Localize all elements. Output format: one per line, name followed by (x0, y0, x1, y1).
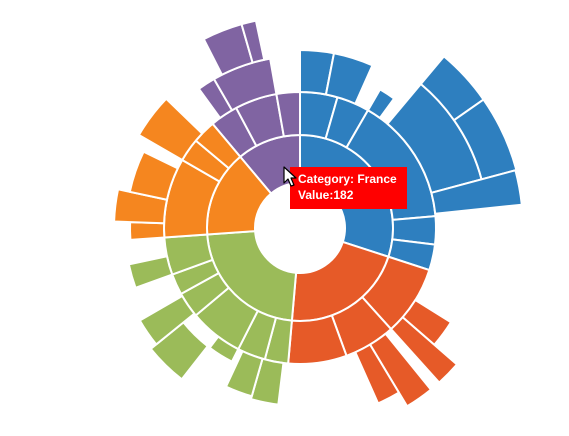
sunburst-segment-green-ring3-41[interactable] (225, 350, 264, 398)
sunburst-segments (113, 19, 523, 408)
sunburst-segment-orange-ring3-46[interactable] (129, 221, 166, 241)
sunburst-segment-blue-ring3-35[interactable] (430, 169, 523, 215)
sunburst-segment-purple-ring3-28[interactable] (240, 19, 266, 64)
sunburst-segment-orange-ring3-48[interactable] (128, 150, 179, 201)
sunburst-segment-red-ring3-39[interactable] (354, 343, 400, 405)
sunburst-segment-red-ring3-37[interactable] (390, 316, 458, 384)
sunburst-segment-green-ring3-45[interactable] (127, 255, 174, 289)
sunburst-segment-orange-ring3-49[interactable] (137, 97, 204, 161)
tooltip-category: Category: France (298, 172, 397, 186)
mouse-pointer-icon (283, 166, 297, 187)
sunburst-segment-green-ring3-44[interactable] (138, 295, 196, 346)
chart-tooltip: Category: France Value:182 (290, 167, 407, 209)
tooltip-value: Value:182 (298, 188, 354, 202)
sunburst-segment-blue-ring3-31[interactable] (367, 88, 396, 119)
sunburst-segment-blue-ring3-30[interactable] (324, 52, 374, 105)
sunburst-segment-green-ring3-42[interactable] (208, 335, 240, 363)
